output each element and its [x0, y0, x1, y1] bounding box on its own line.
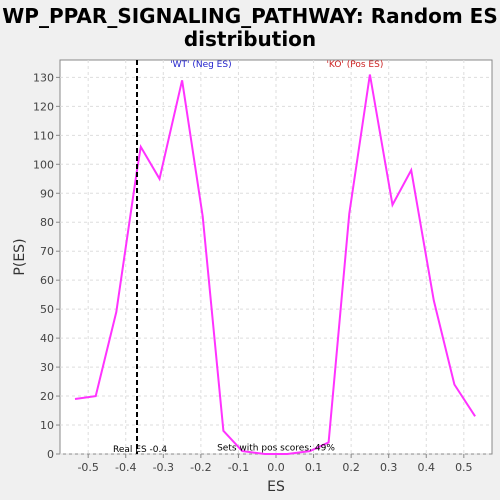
y-tick-label: 10	[40, 419, 54, 432]
chart-title-line-1: WP_PPAR_SIGNALING_PATHWAY: Random ES	[2, 4, 498, 28]
y-tick-label: 0	[47, 448, 54, 461]
x-tick-label: -0.3	[153, 461, 174, 474]
y-tick-label: 20	[40, 390, 54, 403]
y-tick-label: 70	[40, 245, 54, 258]
grid-lines	[60, 60, 492, 455]
x-tick-label: 0.4	[418, 461, 436, 474]
y-tick-label: 40	[40, 332, 54, 345]
x-tick-label: 0.0	[267, 461, 285, 474]
x-tick-label: -0.4	[115, 461, 136, 474]
x-tick-label: 0.1	[305, 461, 323, 474]
chart-annotation: Sets with pos scores: 49%	[217, 444, 335, 454]
x-axis-label: ES	[267, 479, 285, 495]
y-tick-label: 30	[40, 361, 54, 374]
annotations: Real ES -0.4 'WT' (Neg ES) 'KO' (Pos ES) Se…	[113, 60, 383, 455]
series-line	[74, 74, 476, 455]
x-tick-label: -0.2	[190, 461, 211, 474]
y-tick-label: 100	[33, 158, 54, 171]
y-axis-label: P(ES)	[12, 238, 28, 275]
y-axis-ticks: 0 10 20 30 40 50 60 70 80 90 100 110 120 130	[33, 71, 60, 461]
x-axis-ticks: -0.5 -0.4 -0.3 -0.2 -0.1 0.0 0.1 0.2 0.3 0.4 0.5	[77, 454, 473, 474]
chart-title-line-2: distribution	[184, 27, 316, 51]
plot-area	[59, 59, 493, 455]
y-tick-label: 90	[40, 187, 54, 200]
real-es-label: Real ES -0.4	[113, 445, 167, 455]
y-tick-label: 120	[33, 100, 54, 113]
x-tick-label: 0.3	[380, 461, 398, 474]
x-tick-label: 0.5	[455, 461, 473, 474]
chart-annotation: 'KO' (Pos ES)	[326, 60, 383, 70]
y-tick-label: 130	[33, 71, 54, 84]
y-tick-label: 80	[40, 216, 54, 229]
y-tick-label: 60	[40, 274, 54, 287]
x-tick-label: 0.2	[342, 461, 360, 474]
x-tick-label: -0.1	[228, 461, 249, 474]
x-tick-label: -0.5	[77, 461, 98, 474]
y-tick-label: 110	[33, 129, 54, 142]
y-tick-label: 50	[40, 303, 54, 316]
chart-annotation: 'WT' (Neg ES)	[170, 60, 231, 70]
